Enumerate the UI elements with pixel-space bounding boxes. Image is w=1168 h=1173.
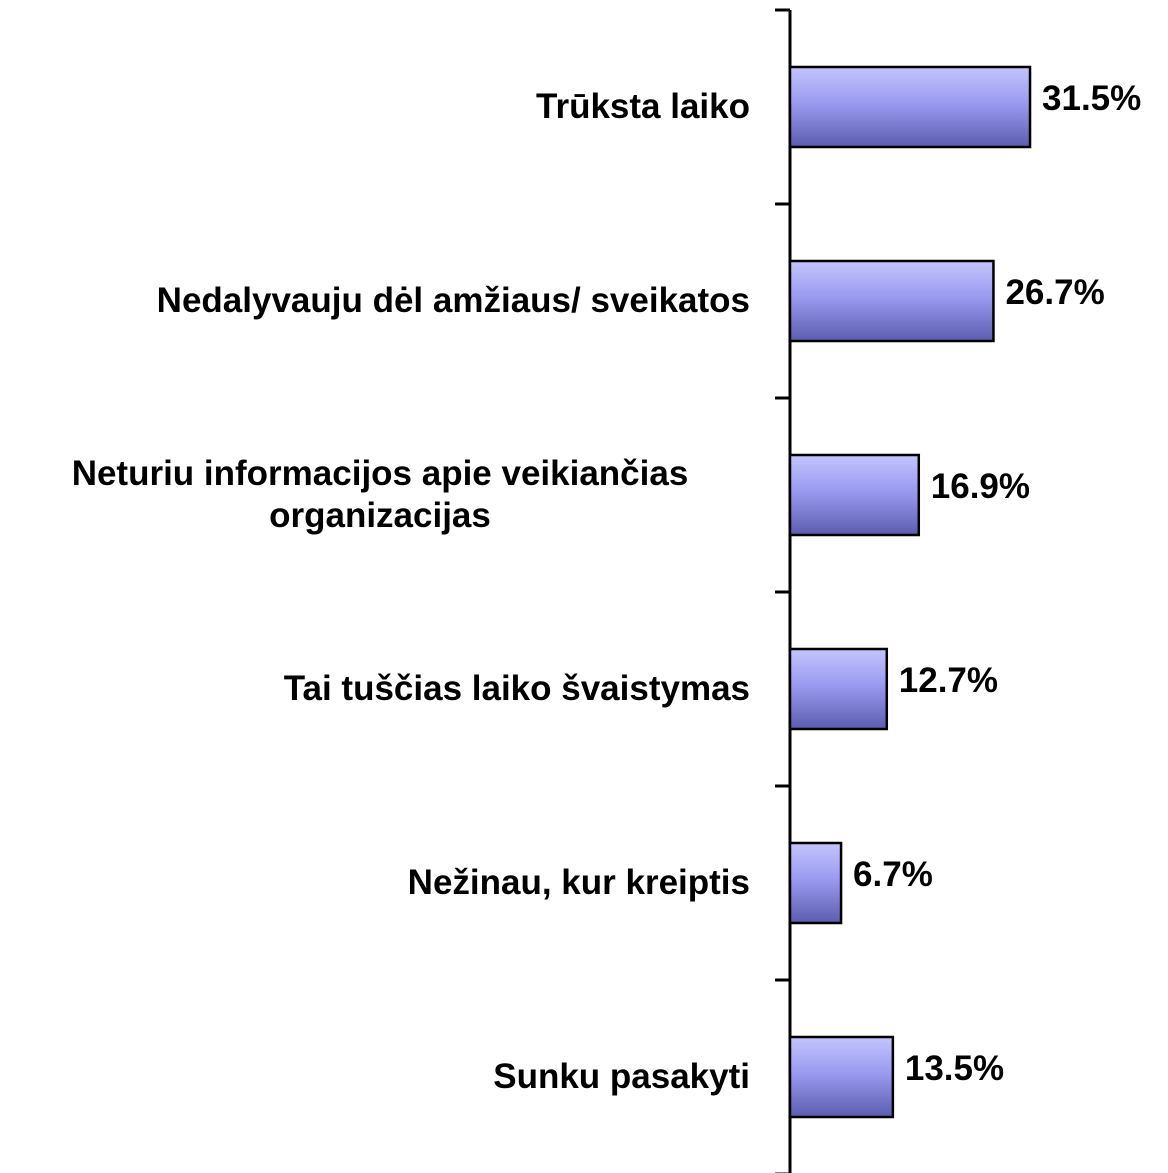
category-label: Sunku pasakyti <box>0 1056 750 1098</box>
category-label: Nedalyvauju dėl amžiaus/ sveikatos <box>0 280 750 322</box>
bar <box>788 841 843 925</box>
category-label-text: Sunku pasakyti <box>493 1057 750 1096</box>
category-label-text: Trūksta laiko <box>536 87 750 126</box>
bar <box>788 647 889 731</box>
value-label-text: 12.7% <box>898 661 999 700</box>
category-label: Neturiu informacijos apie veikiančias or… <box>0 453 750 537</box>
value-label-text: 26.7% <box>1005 273 1105 312</box>
category-label-text: Tai tuščias laiko švaistymas <box>283 669 750 708</box>
category-label: Trūksta laiko <box>0 86 750 128</box>
bar <box>788 1035 895 1119</box>
value-label-text: 6.7% <box>853 855 933 894</box>
value-label: 6.7% <box>853 854 933 896</box>
category-label: Nežinau, kur kreiptis <box>0 862 750 904</box>
category-label-text: Nežinau, kur kreiptis <box>407 863 750 902</box>
value-label: 12.7% <box>899 660 998 702</box>
bar <box>788 259 995 343</box>
value-label: 16.9% <box>931 466 1030 508</box>
category-label-text: Neturiu informacijos apie veikiančias or… <box>71 454 689 535</box>
bar <box>788 453 921 537</box>
bar <box>788 65 1032 149</box>
value-label: 13.5% <box>905 1048 1004 1090</box>
value-label: 31.5% <box>1042 78 1141 120</box>
value-label-text: 31.5% <box>1042 79 1142 118</box>
value-label-text: 13.5% <box>904 1049 1005 1088</box>
category-label-text: Nedalyvauju dėl amžiaus/ sveikatos <box>156 281 750 320</box>
category-label: Tai tuščias laiko švaistymas <box>0 668 750 710</box>
value-label-text: 16.9% <box>930 467 1031 506</box>
value-label: 26.7% <box>1005 272 1104 314</box>
